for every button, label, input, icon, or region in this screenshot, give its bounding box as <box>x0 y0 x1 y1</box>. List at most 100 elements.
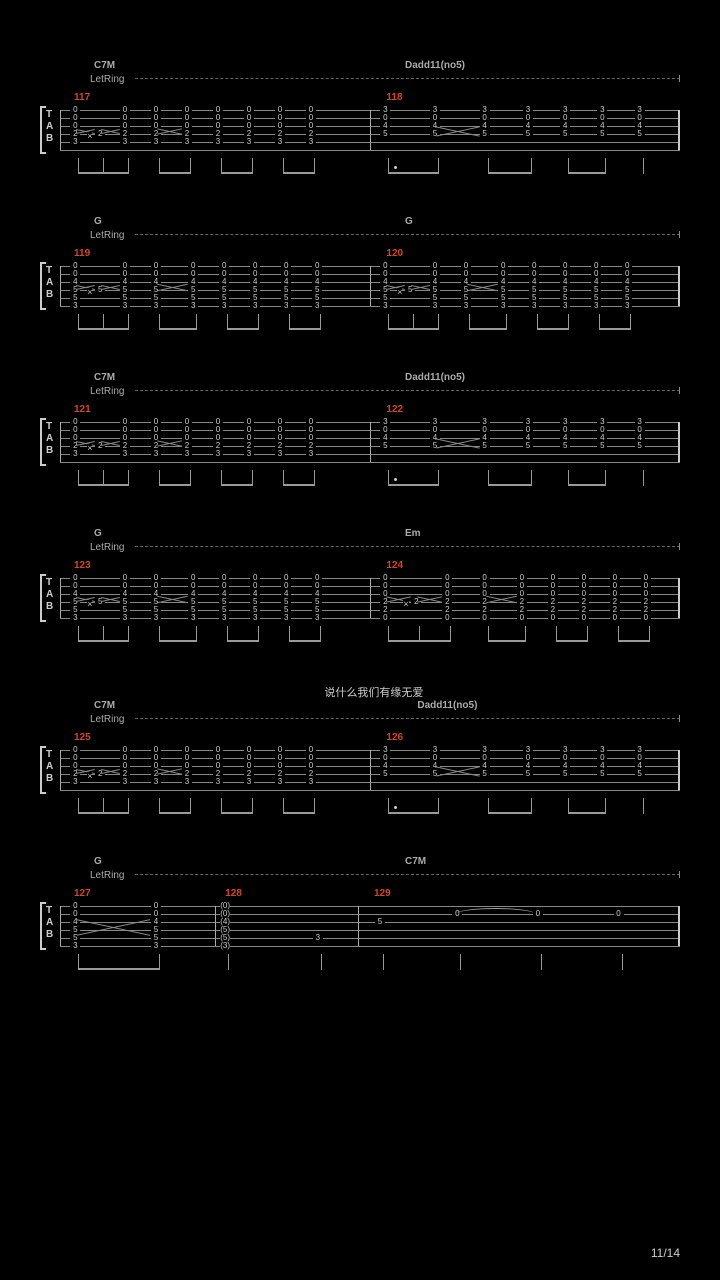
beam <box>599 328 630 330</box>
chord-name: C7M <box>94 700 115 711</box>
fret-number: 5 <box>597 770 607 778</box>
measure-number: 120 <box>386 248 403 259</box>
slide-mark <box>467 282 498 292</box>
dead-note-icon: × <box>87 444 92 452</box>
fret-number: 0 <box>533 910 543 918</box>
note-stem <box>541 954 542 970</box>
fret-number: 5 <box>597 442 607 450</box>
beam <box>388 812 438 814</box>
fret-number: 3 <box>70 302 80 310</box>
fret-number: 5 <box>523 442 533 450</box>
chord-name: Em <box>405 528 421 539</box>
measure-number: 122 <box>386 404 403 415</box>
dead-note-icon: × <box>87 600 92 608</box>
letring-label: LetRing <box>90 870 124 881</box>
barline <box>370 750 371 790</box>
fret-number: (3) <box>220 942 230 950</box>
fret-number: 5 <box>375 918 385 926</box>
beam <box>159 812 190 814</box>
fret-number: 3 <box>591 302 601 310</box>
dotted-note-icon <box>394 166 397 169</box>
fret-number: 3 <box>70 942 80 950</box>
barline <box>60 110 61 150</box>
barline <box>370 266 371 306</box>
letring-row: LetRing <box>40 230 680 244</box>
beam-row <box>64 798 684 818</box>
fret-number: 3 <box>281 614 291 622</box>
note-stem <box>258 314 259 330</box>
beam <box>283 812 314 814</box>
beam <box>618 640 649 642</box>
chord-row: C7M Dadd11(no5) <box>40 60 680 74</box>
letring-row: LetRing <box>40 74 680 88</box>
barline <box>60 578 61 618</box>
beam-row <box>64 314 684 334</box>
note-stem <box>438 158 439 174</box>
note-stem <box>383 954 384 970</box>
lyric-text: 说什么我们有缘无爱 <box>324 684 423 700</box>
measure-number: 124 <box>386 560 403 571</box>
beam <box>388 328 438 330</box>
beam <box>221 484 252 486</box>
beam <box>221 812 252 814</box>
fret-number: 3 <box>275 778 285 786</box>
fret-number: 5 <box>523 770 533 778</box>
barline <box>678 578 680 618</box>
chord-row: G C7M <box>40 856 680 870</box>
barline <box>370 578 371 618</box>
dead-note-icon: × <box>87 772 92 780</box>
fret-number: 0 <box>641 614 651 622</box>
chord-name: C7M <box>94 372 115 383</box>
staff-lines: 004553004553(0)(0)(4)(5)(5)(3)35000 <box>60 906 680 946</box>
beam <box>221 172 252 174</box>
beam <box>388 640 450 642</box>
letring-line <box>135 874 680 875</box>
measure-numbers-row: 127128129 <box>40 888 680 904</box>
note-stem <box>438 470 439 486</box>
note-stem <box>128 798 129 814</box>
beam-row <box>64 470 684 490</box>
tab-staff: TAB 0045535×0045530045530045530045530045… <box>40 266 680 314</box>
measure-numbers-row: 125126 <box>40 732 680 748</box>
tab-bracket: TAB <box>40 902 58 950</box>
fret-number: 3 <box>182 138 192 146</box>
note-stem <box>531 470 532 486</box>
letring-row: LetRing <box>40 542 680 556</box>
note-stem <box>190 470 191 486</box>
tab-system: 说什么我们有缘无爱 C7M Dadd11(no5) LetRing 125126… <box>40 684 680 818</box>
note-stem <box>128 158 129 174</box>
staff-lines: 000232×000230002300023000230002300023000… <box>60 110 680 150</box>
tab-system: G G LetRing 119 120 TAB 0045535×004553004… <box>40 216 680 334</box>
fret-number: 3 <box>188 614 198 622</box>
measure-numbers-row: 119 120 <box>40 248 680 264</box>
beam <box>289 328 320 330</box>
letring-label: LetRing <box>90 542 124 553</box>
note-stem <box>196 314 197 330</box>
note-stem <box>587 626 588 642</box>
slide-mark <box>101 766 120 776</box>
chord-row: C7M Dadd11(no5) <box>40 372 680 386</box>
measure-number: 125 <box>74 732 91 743</box>
beam <box>283 484 314 486</box>
fret-number: 3 <box>182 450 192 458</box>
beam <box>227 640 258 642</box>
barline <box>60 266 61 306</box>
chord-row: G G <box>40 216 680 230</box>
fret-number: 3 <box>380 302 390 310</box>
measure-number: 119 <box>74 248 90 259</box>
barline <box>60 750 61 790</box>
barline <box>678 906 680 946</box>
beam <box>488 812 531 814</box>
staff-lines: 000232×000230002300023000230002300023000… <box>60 750 680 790</box>
fret-number: 5 <box>560 770 570 778</box>
tab-staff: TAB 004553004553(0)(0)(4)(5)(5)(3)35000 <box>40 906 680 954</box>
fret-number: 3 <box>312 614 322 622</box>
fret-number: 3 <box>120 450 130 458</box>
note-stem <box>649 626 650 642</box>
measure-number: 128 <box>225 888 242 899</box>
tab-clef: TAB <box>46 109 53 145</box>
letring-label: LetRing <box>90 714 124 725</box>
note-stem <box>643 798 644 814</box>
letring-line <box>135 78 680 79</box>
beam <box>78 640 128 642</box>
